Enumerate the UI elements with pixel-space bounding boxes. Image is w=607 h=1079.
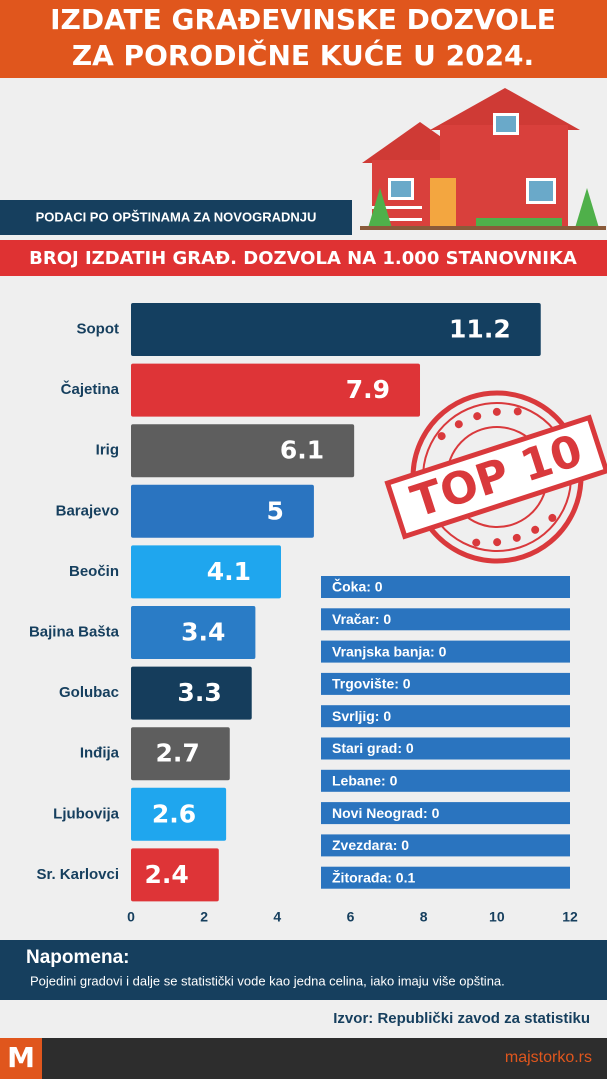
category-label: Sr. Karlovci	[36, 866, 119, 883]
zero-item: Svrljig: 0	[332, 708, 391, 724]
bar	[131, 727, 230, 781]
value-label: 3.3	[177, 678, 221, 707]
value-label: 11.2	[449, 315, 511, 344]
bar	[131, 848, 219, 902]
value-label: 7.9	[346, 375, 390, 404]
category-label: Bajina Bašta	[29, 623, 120, 640]
zero-item-box	[321, 737, 570, 760]
category-label: Inđija	[80, 745, 120, 762]
bar	[131, 666, 252, 720]
zero-item-box	[321, 866, 570, 889]
x-tick-label: 2	[200, 909, 208, 925]
zero-item-box	[321, 576, 570, 598]
zero-item-box	[321, 802, 570, 825]
chart-title: BROJ IZDATIH GRAĐ. DOZVOLA NA 1.000 STAN…	[29, 248, 577, 269]
category-label: Čajetina	[61, 380, 120, 398]
logo: M	[7, 1041, 35, 1074]
category-label: Golubac	[59, 684, 119, 701]
category-label: Sopot	[77, 320, 120, 337]
subtitle: PODACI PO OPŠTINAMA ZA NOVOGRADNJU	[36, 209, 317, 224]
title-line: ZA PORODIČNE KUĆE U 2024.	[72, 38, 534, 72]
bar-chart: 0 2 4 6 8 10 12 Sopot 11.2 Čajetina 7.9 Irig 6.1 Bara…	[29, 303, 578, 925]
value-label: 5	[267, 496, 284, 525]
zero-item: Žitorađa: 0.1	[332, 868, 415, 885]
zero-item: Novi Neograd: 0	[332, 805, 440, 821]
x-tick-label: 6	[347, 909, 355, 925]
value-label: 2.4	[145, 860, 189, 889]
x-tick-label: 10	[489, 909, 505, 925]
value-label: 4.1	[207, 557, 251, 586]
zero-item-box	[321, 640, 570, 663]
x-tick-label: 4	[273, 909, 281, 925]
bar	[131, 787, 227, 841]
zero-item: Stari grad: 0	[332, 740, 414, 756]
category-label: Beočin	[69, 563, 119, 580]
category-label: Ljubovija	[53, 805, 119, 822]
site: majstorko.rs	[505, 1049, 592, 1066]
note-box	[0, 940, 607, 1000]
note-text: Pojedini gradovi i dalje se statistički …	[30, 973, 505, 988]
subtitle-band	[0, 200, 352, 235]
value-label: 6.1	[280, 436, 324, 465]
title-line: IZDATE GRAĐEVINSKE DOZVOLE	[50, 3, 556, 36]
source: Izvor: Republički zavod za statistiku	[333, 1010, 590, 1027]
zero-item: Čoka: 0	[332, 578, 383, 595]
x-tick-label: 8	[420, 909, 428, 925]
zero-item-box	[321, 608, 570, 631]
bar	[131, 363, 421, 417]
zero-item-box	[321, 834, 570, 857]
zero-item-box	[321, 705, 570, 728]
bar	[131, 424, 355, 478]
logo-box	[0, 1038, 42, 1079]
zero-item-box	[321, 672, 570, 695]
x-tick-label: 0	[127, 909, 135, 925]
zero-item-box	[321, 769, 570, 792]
zero-item: Trgovište: 0	[332, 676, 411, 692]
category-label: Irig	[96, 442, 119, 459]
bar	[131, 606, 256, 659]
bar	[131, 303, 541, 356]
zero-item: Vračar: 0	[332, 611, 391, 627]
zero-item: Lebane: 0	[332, 773, 398, 789]
zero-item: Vranjska banja: 0	[332, 643, 447, 659]
zero-list: Čoka: 0 Vračar: 0 Vranjska banja: 0 Trgoviš…	[321, 576, 570, 889]
value-label: 3.4	[181, 618, 225, 647]
house-illustration	[360, 88, 606, 230]
footer	[0, 1038, 607, 1079]
bar	[131, 484, 314, 538]
value-label: 2.6	[152, 799, 196, 828]
bar	[131, 545, 281, 599]
note-title: Napomena:	[26, 947, 129, 968]
category-label: Barajevo	[56, 502, 119, 519]
value-label: 2.7	[155, 739, 199, 768]
chart-title-band	[0, 240, 607, 276]
x-tick-label: 12	[562, 909, 578, 925]
zero-item: Zvezdara: 0	[332, 837, 409, 853]
header-band	[0, 0, 607, 78]
